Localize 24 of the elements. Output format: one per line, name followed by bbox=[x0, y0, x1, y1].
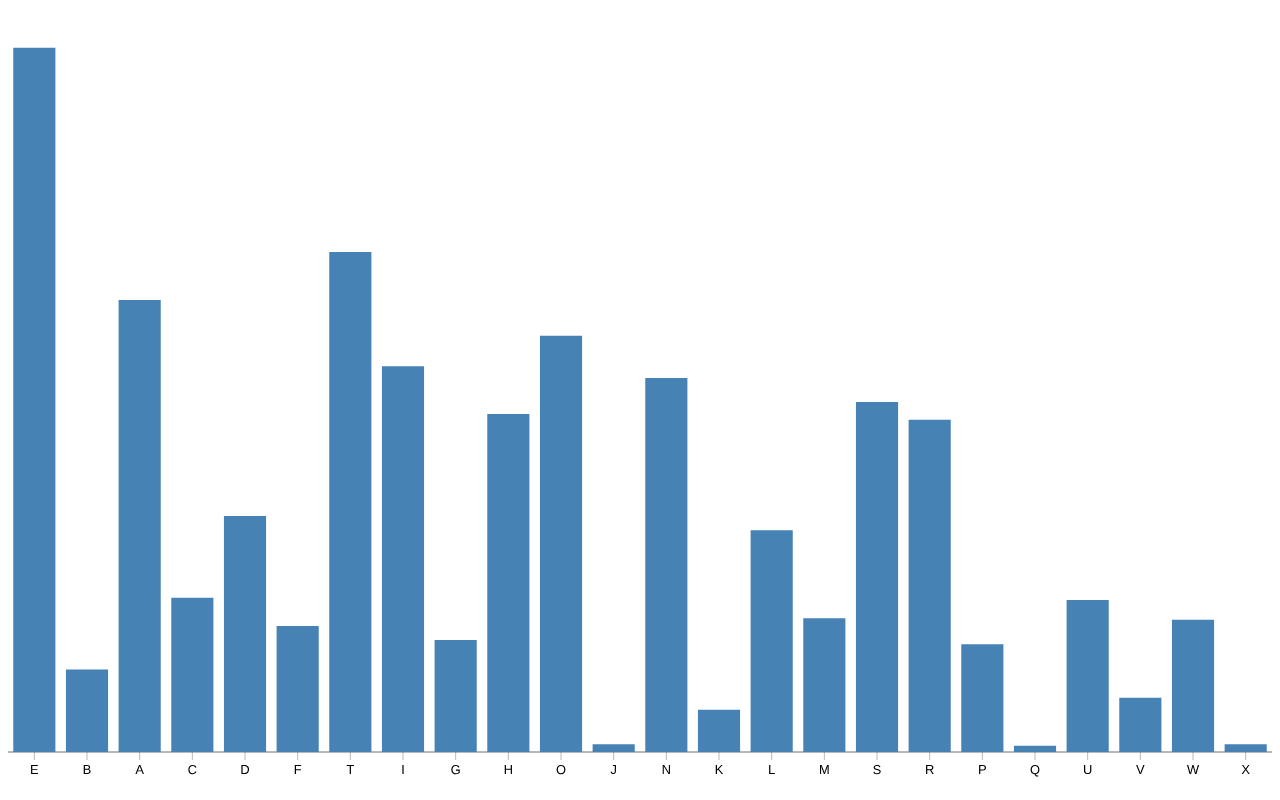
bar bbox=[645, 378, 688, 752]
bar bbox=[961, 644, 1004, 752]
bar bbox=[13, 47, 56, 752]
bar bbox=[381, 366, 425, 752]
bar bbox=[118, 299, 161, 752]
bar bbox=[1119, 697, 1162, 752]
bar bbox=[171, 597, 214, 752]
bar bbox=[908, 419, 951, 752]
bar bbox=[803, 618, 846, 752]
bar bbox=[855, 402, 899, 752]
bar bbox=[539, 335, 583, 752]
bar bbox=[65, 669, 109, 752]
bar bbox=[434, 640, 477, 752]
bar bbox=[1066, 599, 1109, 752]
bar bbox=[592, 744, 635, 752]
bar bbox=[223, 516, 267, 752]
bar bbox=[487, 414, 530, 752]
bar bbox=[276, 625, 319, 752]
bar bbox=[1171, 619, 1215, 752]
bar bbox=[329, 252, 372, 752]
bar bbox=[1224, 744, 1267, 752]
bar bbox=[1013, 745, 1057, 752]
bar bbox=[697, 709, 741, 752]
bar bbox=[750, 530, 793, 752]
